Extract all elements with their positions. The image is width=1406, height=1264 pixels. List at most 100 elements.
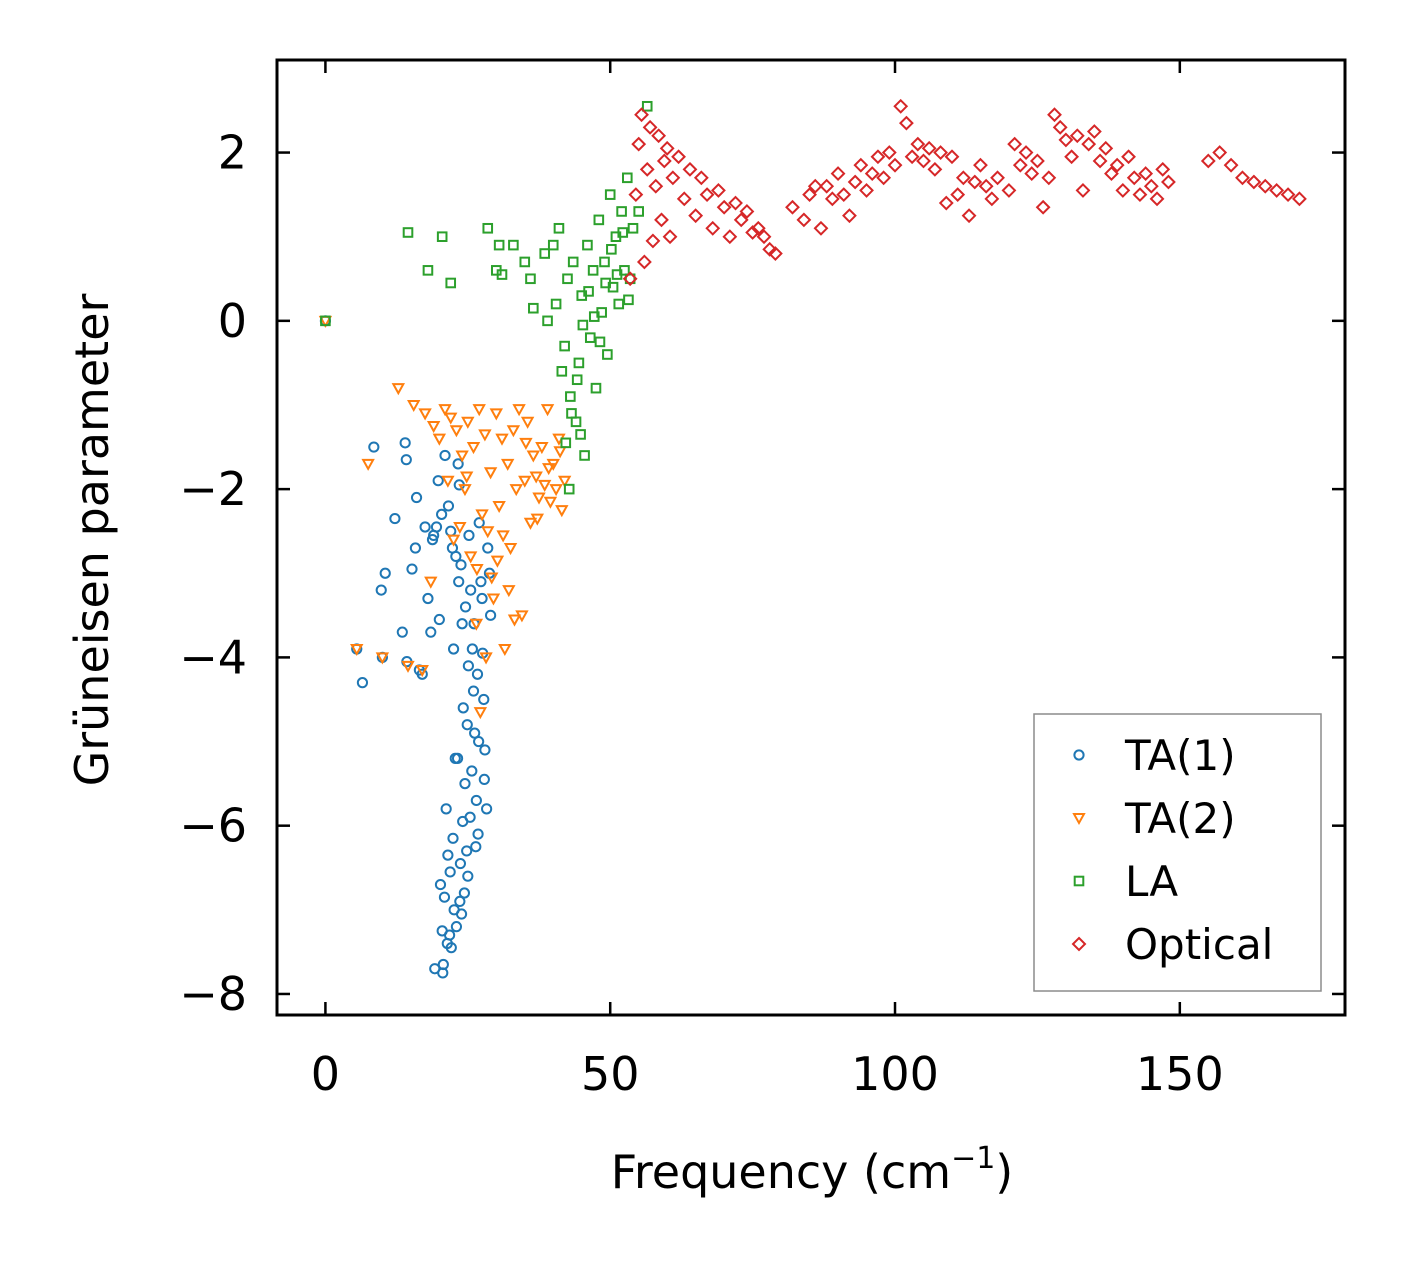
data-point (824, 191, 840, 207)
data-point (438, 404, 452, 417)
data-point (379, 567, 391, 579)
data-point (463, 529, 475, 541)
data-point (406, 563, 418, 575)
data-point (767, 246, 783, 261)
axis-ticks: 0 50 100 150 −8 −6 −4 −2 0 2 (179, 60, 1345, 1101)
data-point (1035, 199, 1051, 215)
data-point (462, 870, 474, 882)
data-point (642, 119, 658, 135)
data-point (433, 613, 445, 626)
data-point (785, 199, 800, 215)
data-point (463, 551, 478, 564)
data-point (507, 614, 522, 627)
data-point (563, 483, 575, 495)
legend: TA(1) TA(2) LA Optical (1033, 713, 1322, 992)
data-point (444, 866, 456, 878)
data-point (457, 702, 469, 714)
data-point (500, 458, 515, 471)
data-point (442, 500, 455, 512)
data-point (479, 652, 493, 665)
data-point (425, 626, 437, 638)
data-point (599, 256, 610, 268)
data-point (458, 887, 470, 899)
data-point (473, 735, 485, 748)
data-point (475, 576, 487, 588)
data-point (1246, 174, 1262, 190)
data-point (485, 609, 497, 621)
data-point (461, 416, 475, 429)
data-point (565, 391, 576, 402)
y-tick-label: −6 (179, 799, 247, 853)
data-point (407, 399, 421, 413)
data-point (512, 404, 526, 417)
data-point (523, 517, 538, 530)
data-point (541, 463, 556, 476)
data-point (1212, 145, 1228, 160)
data-point (478, 773, 490, 786)
data-point (419, 521, 431, 533)
data-point (490, 555, 505, 568)
data-point (1041, 170, 1057, 186)
data-point (1280, 187, 1296, 203)
data-point (961, 208, 977, 224)
data-point (459, 601, 472, 613)
data-point (904, 149, 920, 165)
data-point (636, 254, 652, 270)
data-point (639, 161, 655, 177)
data-point (456, 618, 468, 630)
data-point (654, 212, 669, 228)
data-point (549, 484, 563, 497)
data-point (529, 471, 543, 484)
data-point (368, 441, 380, 453)
data-point (498, 643, 512, 657)
data-point (645, 233, 661, 249)
data-point (842, 208, 857, 224)
data-point (613, 298, 625, 310)
data-point (472, 828, 484, 840)
data-point (567, 256, 579, 268)
data-point (950, 187, 966, 203)
data-point (459, 471, 474, 484)
data-point (459, 778, 471, 790)
data-point (452, 458, 464, 470)
data-point (438, 891, 451, 903)
data-point (584, 332, 596, 343)
data-point (1007, 136, 1023, 152)
series-optical (622, 98, 1307, 287)
data-point (450, 550, 462, 563)
data-point (481, 526, 495, 539)
data-point (859, 183, 874, 198)
data-point (1149, 191, 1165, 207)
data-point (543, 496, 558, 509)
data-point (356, 677, 369, 689)
data-point (559, 340, 570, 352)
data-point (493, 239, 505, 251)
data-point (375, 652, 390, 665)
data-point (802, 187, 817, 203)
data-point (547, 239, 559, 251)
data-point (478, 429, 492, 442)
data-point (455, 908, 468, 920)
data-point (540, 404, 555, 417)
data-point (1104, 166, 1119, 182)
data-point (496, 269, 508, 280)
data-point (898, 115, 914, 131)
data-point (410, 491, 423, 504)
data-point (436, 231, 448, 242)
data-point (426, 421, 441, 434)
data-point (465, 584, 477, 596)
data-point (881, 145, 897, 160)
data-point (472, 404, 486, 417)
data-point (473, 707, 488, 720)
data-point (594, 336, 606, 348)
data-point (1058, 132, 1074, 148)
data-point (1121, 149, 1136, 165)
data-point (451, 752, 464, 764)
data-point (444, 412, 458, 425)
data-point (553, 222, 565, 234)
data-point (1069, 128, 1085, 144)
data-point (506, 425, 521, 438)
legend-marker (1073, 875, 1085, 887)
data-point (604, 189, 616, 200)
legend-box (1033, 713, 1322, 992)
